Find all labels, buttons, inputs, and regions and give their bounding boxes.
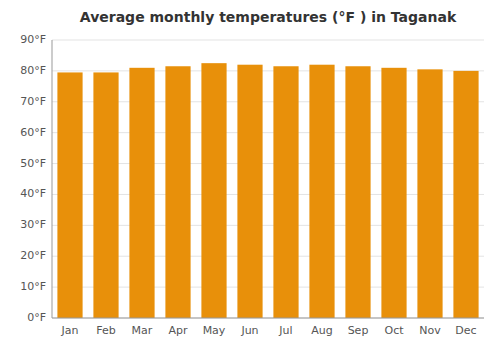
x-tick-label: Apr [168, 324, 188, 337]
x-tick-label: Jun [240, 324, 258, 337]
bar [129, 68, 154, 318]
y-tick-label: 20°F [20, 249, 46, 262]
x-tick-label: Jan [61, 324, 79, 337]
x-tick-label: May [203, 324, 226, 337]
bar [93, 72, 118, 318]
x-axis-line [52, 318, 484, 319]
x-tick-label: Aug [311, 324, 332, 337]
bar [273, 66, 298, 318]
x-tick-label: Mar [132, 324, 153, 337]
x-tick-label: Jul [278, 324, 292, 337]
x-tick-label: Oct [384, 324, 404, 337]
x-axis: Jan Feb Mar Apr May Jun Jul Aug Sep Oct Nov Dec [61, 324, 477, 337]
x-tick-label: Sep [348, 324, 369, 337]
bars [57, 63, 478, 318]
page: {"chart_data": {"type": "bar", "title": … [0, 0, 500, 350]
grid [52, 40, 484, 318]
y-tick-label: 30°F [20, 218, 46, 231]
grid-line [52, 318, 484, 319]
chart: Average monthly temperatures (°F ) in Ta… [0, 0, 500, 350]
bar [309, 65, 334, 318]
bar [345, 66, 370, 318]
y-tick-label: 10°F [20, 280, 46, 293]
title: Average monthly temperatures (°F ) in Ta… [80, 9, 457, 25]
y-axis-line [52, 40, 53, 318]
y-tick-label: 50°F [20, 157, 46, 170]
bar [201, 63, 226, 318]
x-tick-label: Dec [455, 324, 476, 337]
bar [57, 72, 82, 318]
bar [165, 66, 190, 318]
x-tick-label: Feb [96, 324, 115, 337]
chart-holder: Average monthly temperatures (°F ) in Ta… [0, 0, 500, 350]
y-tick-label: 60°F [20, 126, 46, 139]
x-tick-label: Nov [419, 324, 441, 337]
y-tick-label: 70°F [20, 95, 46, 108]
grid-line [52, 40, 484, 41]
bar [381, 68, 406, 318]
y-tick-label: 0°F [27, 311, 46, 324]
bar [453, 71, 478, 318]
y-axis: 0°F 10°F 20°F 30°F 40°F 50°F 60°F 70°F 80°F 90°F [20, 33, 46, 324]
bar [237, 65, 262, 318]
y-tick-label: 40°F [20, 187, 46, 200]
bar [417, 69, 442, 318]
y-tick-label: 80°F [20, 64, 46, 77]
y-tick-label: 90°F [20, 33, 46, 46]
